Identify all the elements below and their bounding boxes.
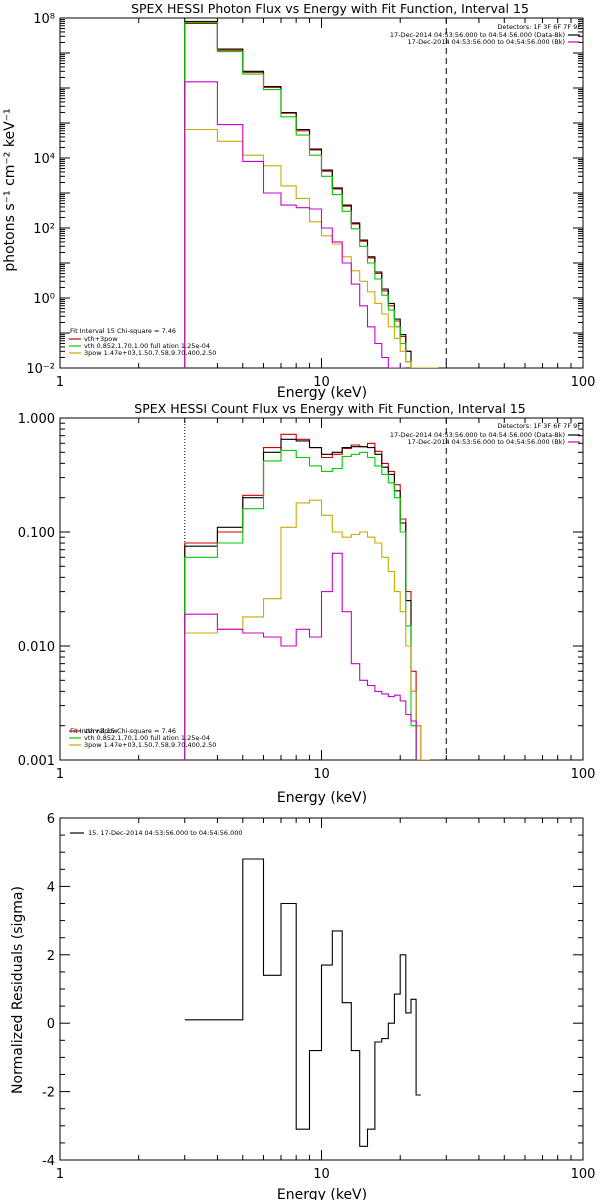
- photon-flux-ylabel: photons s⁻¹ cm⁻² keV⁻¹: [2, 108, 18, 271]
- photon-series-4: [184, 81, 406, 368]
- count-x-tick-label: 100: [571, 767, 596, 782]
- photon-series-0: [184, 22, 412, 368]
- count-fit-label: vth+3pow: [84, 727, 118, 735]
- count-fit-label: vth 0.852,1.70,1.00 full ation 1.25e-04: [84, 734, 210, 742]
- photon-y-tick-label: 10⁻²: [26, 362, 55, 377]
- photon-fit-label: vth+3pow: [84, 335, 118, 343]
- photon-flux-title: SPEX HESSI Photon Flux vs Energy with Fi…: [131, 1, 529, 16]
- photon-fit-label: 3pow 1.47e+03,1.50,7.58,9.70,400,2.50: [84, 349, 216, 357]
- count-legend-top-label: 17-Dec-2014 04:53:56.000 to 04:54:56.000…: [390, 431, 565, 439]
- count-legend-top-label: 17-Dec-2014 04:53:56.000 to 04:54:56.000…: [408, 438, 566, 446]
- photon-y-tick-label: 10²: [33, 222, 55, 237]
- residuals-y-tick-label: 2: [47, 949, 55, 964]
- count-series-group: [184, 433, 430, 760]
- photon-legend-top-label: 17-Dec-2014 04:53:56.000 to 04:54:56.000…: [408, 38, 566, 46]
- residuals-x-tick-label: 10: [313, 1167, 330, 1182]
- residuals-y-tick-label: -4: [42, 1154, 55, 1169]
- count-fit-label: 3pow 1.47e+03,1.50,7.58,9.70,400,2.50: [84, 741, 216, 749]
- count-series-3: [184, 499, 430, 760]
- count-flux-title: SPEX HESSI Count Flux vs Energy with Fit…: [134, 401, 525, 416]
- count-flux-panel: SPEX HESSI Count Flux vs Energy with Fit…: [18, 401, 596, 806]
- photon-fit-header: Fit Interval 15 Chi-square = 7.46: [70, 327, 176, 335]
- photon-flux-xlabel: Energy (keV): [277, 385, 367, 401]
- count-series-2: [184, 449, 421, 760]
- residuals-legend-label: 15. 17-Dec-2014 04:53:56.000 to 04:54:56…: [88, 829, 243, 837]
- photon-fit-label: vth 0.852,1.70,1.00 full ation 1.25e-04: [84, 342, 210, 350]
- residuals-x-tick-label: 1: [56, 1167, 64, 1182]
- residuals-y-tick-label: -2: [42, 1086, 55, 1101]
- count-detectors-line: Detectors: 1F 3F 6F 7F 9F: [497, 422, 581, 430]
- photon-y-tick-label: 10⁸: [33, 12, 55, 27]
- count-flux-xlabel: Energy (keV): [277, 790, 367, 806]
- count-y-tick-label: 0.100: [18, 526, 55, 541]
- photon-series-group: [184, 20, 439, 368]
- residuals-panel: Energy (keV) Normalized Residuals (sigma…: [10, 812, 595, 1200]
- count-y-tick-label: 0.001: [18, 754, 55, 769]
- photon-series-3: [184, 128, 439, 368]
- count-x-tick-label: 10: [313, 767, 330, 782]
- photon-detectors-line: Detectors: 1F 3F 6F 7F 9F: [497, 23, 581, 31]
- photon-flux-panel: SPEX HESSI Photon Flux vs Energy with Fi…: [2, 1, 595, 401]
- count-series-4: [184, 552, 417, 760]
- count-y-tick-label: 0.010: [18, 640, 55, 655]
- photon-series-1: [184, 20, 412, 368]
- photon-x-tick-label: 10: [313, 375, 330, 390]
- photon-legend-top-label: 17-Dec-2014 04:53:56.000 to 04:54:56.000…: [390, 31, 565, 39]
- photon-series-2: [184, 21, 421, 368]
- count-y-tick-label: 1.000: [18, 412, 55, 427]
- residuals-y-tick-label: 4: [47, 880, 55, 895]
- photon-frame: [59, 17, 584, 369]
- residuals-xlabel: Energy (keV): [277, 1187, 367, 1200]
- count-series-0: [184, 433, 422, 760]
- residuals-y-tick-label: 0: [47, 1017, 55, 1032]
- residuals-series-group: [184, 858, 421, 1147]
- count-fit-header: Fit Interval 15 Chi-square = 7.46: [70, 727, 176, 735]
- residuals-y-tick-label: 6: [47, 812, 55, 827]
- photon-x-tick-label: 100: [571, 375, 596, 390]
- count-series-1: [184, 438, 417, 760]
- count-x-tick-label: 1: [56, 767, 64, 782]
- photon-y-tick-label: 10⁴: [33, 152, 55, 167]
- residuals-series-0: [184, 858, 421, 1147]
- photon-x-tick-label: 1: [56, 375, 64, 390]
- residuals-x-tick-label: 100: [571, 1167, 596, 1182]
- photon-y-tick-label: 10⁰: [33, 292, 55, 307]
- residuals-ylabel: Normalized Residuals (sigma): [10, 886, 26, 1094]
